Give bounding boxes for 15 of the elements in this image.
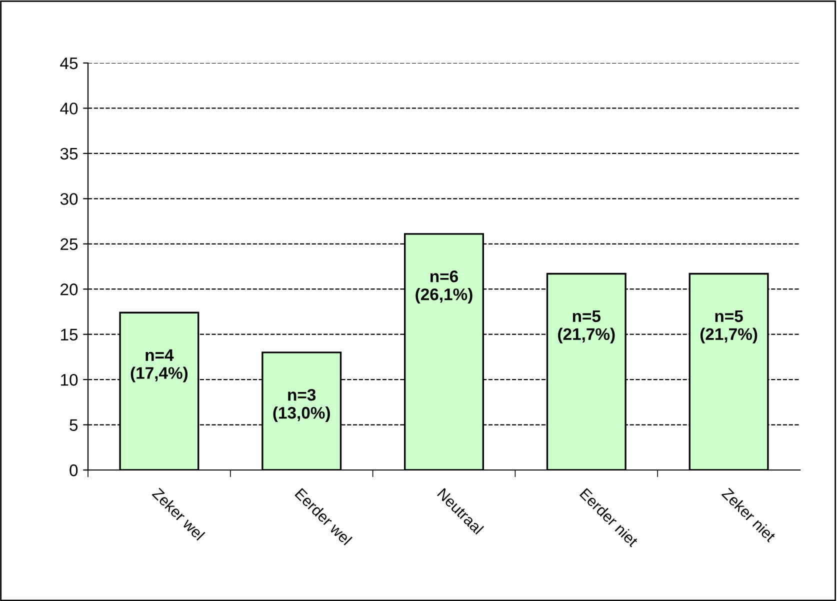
data-label: n=6 (26,1%) [416,270,472,304]
y-tick-label: 15 [61,328,78,341]
y-tick-label: 0 [70,464,78,476]
y-tick-label: 45 [60,58,78,70]
y-tick-label: 20 [60,284,78,296]
data-label: n=3 (13,0%) [273,388,330,422]
y-tick-label: 35 [60,148,78,160]
y-tick-label: 5 [70,419,78,431]
y-tick-label: 10 [61,374,78,386]
y-tick-label: 40 [60,102,78,114]
data-label: n=5 (21,7%) [558,310,615,344]
data-label: n=4 (17,4%) [130,349,188,382]
data-label: n=5 (21,7%) [700,310,758,344]
y-tick-label: 30 [60,193,78,205]
y-tick-label: 25 [60,238,78,250]
